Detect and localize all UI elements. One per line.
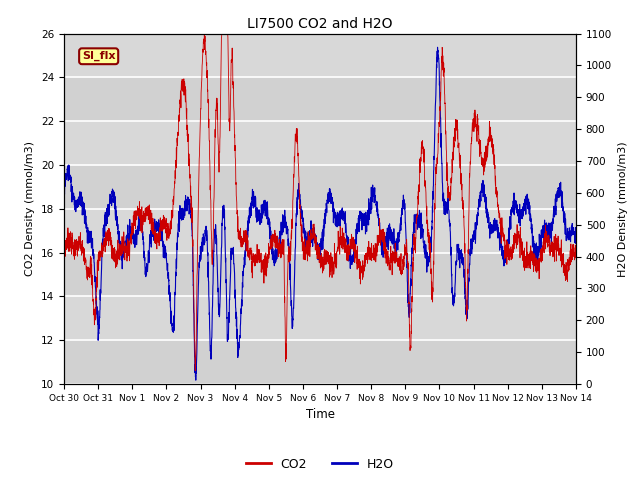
- Y-axis label: CO2 Density (mmol/m3): CO2 Density (mmol/m3): [26, 141, 35, 276]
- Bar: [64, 297, 576, 340]
- Bar: [64, 340, 576, 384]
- Legend: CO2, H2O: CO2, H2O: [241, 453, 399, 476]
- Bar: [64, 209, 576, 252]
- Bar: [64, 34, 576, 77]
- Y-axis label: H2O Density (mmol/m3): H2O Density (mmol/m3): [618, 141, 628, 276]
- X-axis label: Time: Time: [305, 408, 335, 421]
- Title: LI7500 CO2 and H2O: LI7500 CO2 and H2O: [247, 17, 393, 31]
- Bar: [64, 252, 576, 296]
- Bar: [64, 77, 576, 121]
- Bar: [64, 121, 576, 165]
- Text: SI_flx: SI_flx: [82, 51, 115, 61]
- Bar: [64, 165, 576, 209]
